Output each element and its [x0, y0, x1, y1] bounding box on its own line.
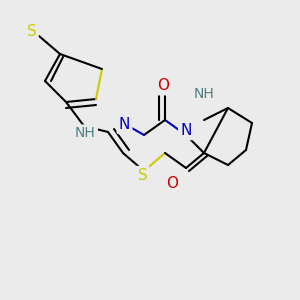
Text: NH: NH: [75, 127, 96, 140]
Text: S: S: [27, 24, 36, 39]
Text: NH: NH: [194, 88, 214, 101]
Text: N: N: [180, 123, 192, 138]
Text: O: O: [158, 78, 169, 93]
Text: S: S: [138, 168, 147, 183]
Text: N: N: [119, 117, 130, 132]
Text: O: O: [167, 176, 178, 190]
